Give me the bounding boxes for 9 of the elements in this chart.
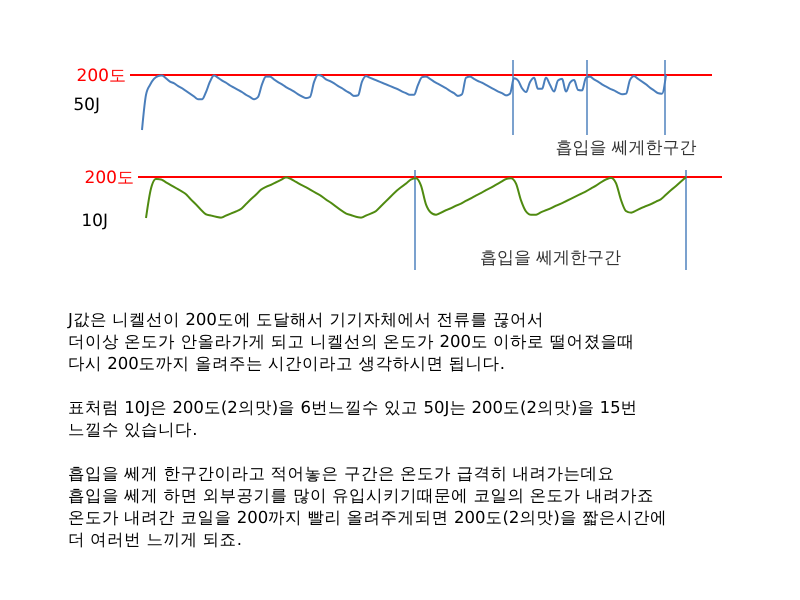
y-axis-title: 50J bbox=[73, 95, 100, 115]
ref-line-label: 200도 bbox=[76, 66, 126, 86]
text: J값은 니켈선이 200도에 도달해서 기기자체에서 전류를 끊어서 더이상 온도가 안올라가게 되고 니켈선의 온도가 200도 이하로 떨어졌을때 다시 200도까지 올려주는 시간이라고 생각하시면 됩니다. bbox=[67, 310, 634, 373]
text: 표처럼 10J은 200도(2의맛)을 6번느낄수 있고 50J는 200도(2의맛)을 15번 느낄수 있습니다. bbox=[68, 398, 638, 439]
ref-line-label: 200도 bbox=[84, 168, 134, 188]
text: 흡입을 쎄게 한구간이라고 적어놓은 구간은 온도가 급격히 내려가는데요 흡입을 쎄게 하면 외부공기를 많이 유입시키기때문에 코일의 온도가 내려가죠 온도가 내려간 코일을 200까지 빨리 올려주게되면 200도(2의맛)을 짧은시간에 더 여러번 느끼게 되죠. bbox=[68, 464, 668, 549]
y-axis-title: 10J bbox=[81, 211, 108, 231]
text: 흡입을 쎄게한구간 bbox=[480, 248, 622, 268]
text: 흡입을 쎄게한구간 bbox=[555, 138, 697, 158]
